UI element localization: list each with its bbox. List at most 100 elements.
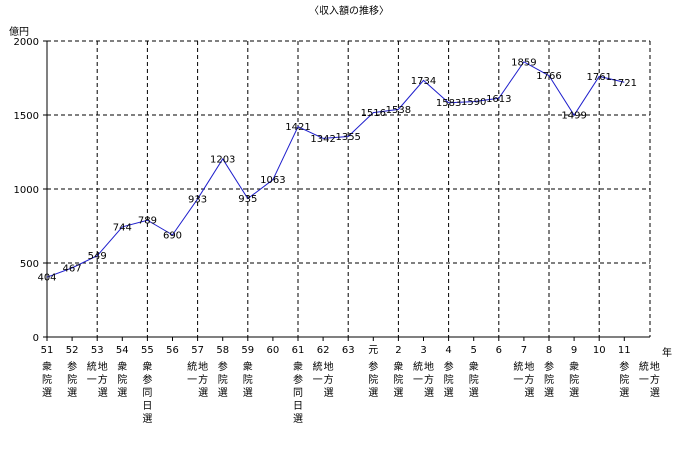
x-tick-label: 4 xyxy=(445,345,451,356)
x-tick-label: 58 xyxy=(216,345,229,356)
y-tick-label: 0 xyxy=(33,333,39,344)
x-tick-label: 10 xyxy=(593,345,606,356)
election-label: 衆院選 xyxy=(469,360,479,399)
x-tick-label: 60 xyxy=(267,345,280,356)
data-label: 467 xyxy=(63,263,82,274)
x-tick-label: 51 xyxy=(41,345,54,356)
x-tick-label: 6 xyxy=(496,345,502,356)
data-label: 1421 xyxy=(285,122,310,133)
data-label: 549 xyxy=(88,251,107,262)
election-label-column: 参院選 xyxy=(67,360,77,399)
y-tick-label: 500 xyxy=(20,259,39,270)
election-label: 衆院選 xyxy=(117,360,127,399)
x-tick-label: 8 xyxy=(546,345,552,356)
x-tick-label: 元 xyxy=(368,345,378,356)
election-label-column: 地方選 xyxy=(98,360,108,399)
data-label: 935 xyxy=(238,194,257,205)
election-label-column: 地方選 xyxy=(324,360,334,399)
election-label: 衆参同日選 xyxy=(293,360,303,425)
election-label-column: 衆院選 xyxy=(469,360,479,399)
election-label-column: 統一 xyxy=(187,360,197,386)
x-tick-label: 59 xyxy=(241,345,254,356)
x-tick-label: 53 xyxy=(91,345,104,356)
y-tick-label: 1500 xyxy=(14,111,39,122)
axes xyxy=(43,40,650,341)
election-label-column: 衆参同日選 xyxy=(293,360,303,425)
data-label: 1516 xyxy=(361,108,386,119)
election-label-column: 衆院選 xyxy=(569,360,579,399)
y-tick-labels: 0 500 1000 1500 2000 xyxy=(14,37,39,344)
election-label-column: 衆院選 xyxy=(117,360,127,399)
x-tick-label: 56 xyxy=(166,345,179,356)
election-label: 参院選 xyxy=(619,360,629,399)
series xyxy=(46,61,625,278)
x-tick-label: 63 xyxy=(342,345,355,356)
data-label: 933 xyxy=(188,194,207,205)
data-label: 789 xyxy=(138,216,157,227)
data-label: 1538 xyxy=(386,105,411,116)
election-label: 参院選 xyxy=(444,360,454,399)
election-label: 参院選 xyxy=(368,360,378,399)
x-tick-label: 3 xyxy=(420,345,426,356)
data-label: 404 xyxy=(37,273,56,284)
chart-title: 〈収入額の推移〉 xyxy=(309,4,389,17)
data-label: 1342 xyxy=(310,134,335,145)
data-label: 1766 xyxy=(536,71,561,82)
election-label-column: 統一 xyxy=(639,360,649,386)
data-label: 1355 xyxy=(335,132,360,143)
election-label-column: 衆院選 xyxy=(42,360,52,399)
election-label-column: 衆院選 xyxy=(243,360,253,399)
x-tick-label: 57 xyxy=(191,345,204,356)
data-label: 1859 xyxy=(511,57,536,68)
y-tick-label: 2000 xyxy=(14,37,39,48)
election-label: 参院選 xyxy=(218,360,228,399)
x-tick-label: 2 xyxy=(395,345,401,356)
data-label: 1590 xyxy=(461,97,486,108)
data-label: 1613 xyxy=(486,94,511,105)
data-label: 1499 xyxy=(561,111,586,122)
election-label-column: 参院選 xyxy=(218,360,228,399)
election-label-column: 参院選 xyxy=(619,360,629,399)
election-label: 衆院選 xyxy=(42,360,52,399)
x-tick-label: 9 xyxy=(571,345,577,356)
election-label-column: 衆参同日選 xyxy=(142,360,152,425)
x-tick-label: 7 xyxy=(521,345,527,356)
x-tick-label: 61 xyxy=(292,345,305,356)
data-label: 1721 xyxy=(612,78,637,89)
election-label: 衆院選 xyxy=(393,360,403,399)
election-label-column: 統一 xyxy=(87,360,97,386)
election-label: 参院選 xyxy=(544,360,554,399)
election-label-column: 統一 xyxy=(513,360,523,386)
x-tick-label: 55 xyxy=(141,345,154,356)
x-tick-label: 5 xyxy=(471,345,477,356)
election-label-column: 地方選 xyxy=(424,360,434,399)
x-tick-label: 54 xyxy=(116,345,129,356)
election-label-column: 統一 xyxy=(413,360,423,386)
election-label-column: 参院選 xyxy=(544,360,554,399)
election-label: 参院選 xyxy=(67,360,77,399)
election-label-column: 参院選 xyxy=(444,360,454,399)
y-axis-label: 億円 xyxy=(9,25,29,38)
series-line xyxy=(46,61,625,278)
x-tick-label: 52 xyxy=(66,345,79,356)
data-label: 1063 xyxy=(260,175,285,186)
election-label: 衆院選 xyxy=(243,360,253,399)
election-label: 衆参同日選 xyxy=(142,360,152,425)
data-label: 1583 xyxy=(436,98,461,109)
election-label: 衆院選 xyxy=(569,360,579,399)
x-tick-labels: 51 52 53 54 55 56 57 58 59 60 61 62 63 元 2 3 4 5 6 7 8 9 10 11 xyxy=(41,345,631,356)
election-label-column: 参院選 xyxy=(368,360,378,399)
data-label: 1203 xyxy=(210,154,235,165)
x-tick-label: 62 xyxy=(317,345,330,356)
y-tick-label: 1000 xyxy=(14,185,39,196)
x-tick-label: 11 xyxy=(618,345,631,356)
data-label: 744 xyxy=(113,222,132,233)
grid xyxy=(47,40,651,337)
